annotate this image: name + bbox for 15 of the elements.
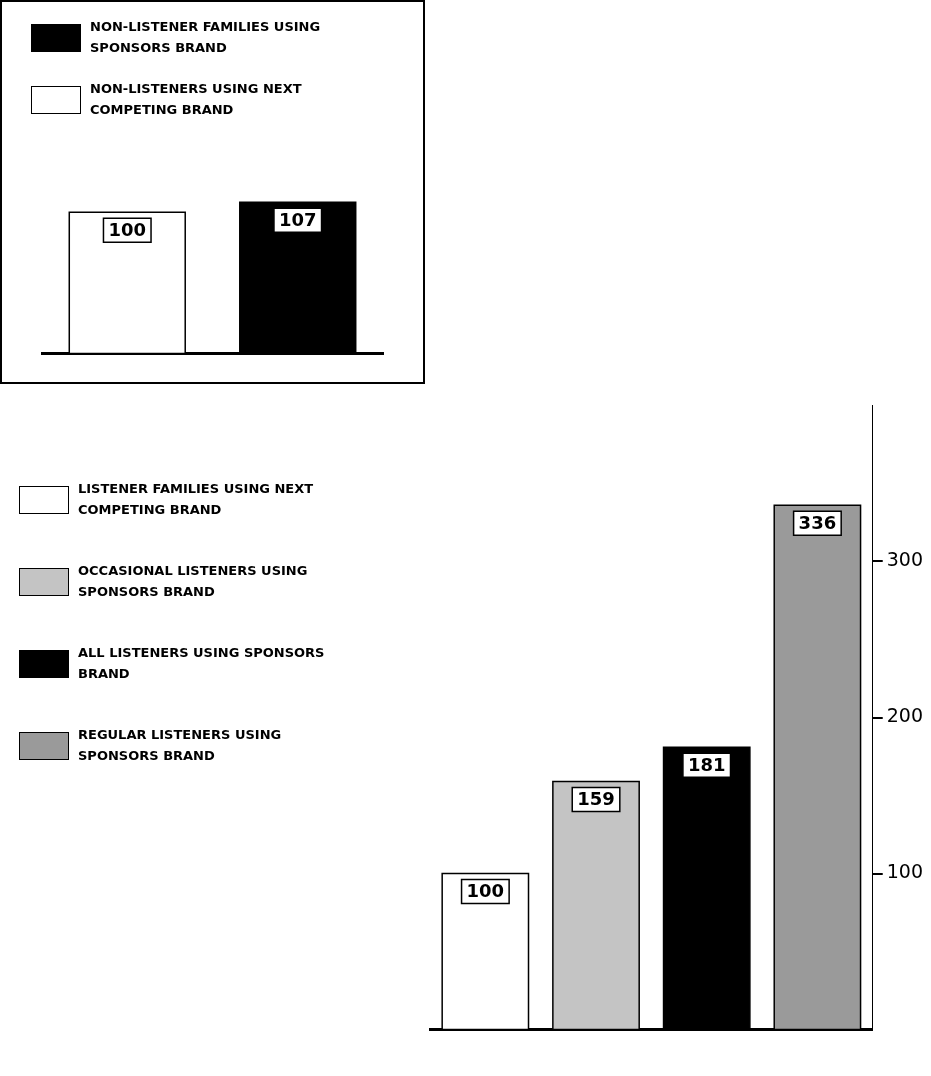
data-label: 107 <box>278 209 317 231</box>
data-label: 181 <box>687 753 726 775</box>
y-tick-label: 200 <box>886 704 923 727</box>
legend-label: OCCASIONAL LISTENERS USING SPONSORS BRAND <box>78 562 308 599</box>
y-tick-label: 100 <box>886 860 923 883</box>
data-label: 100 <box>108 218 147 240</box>
legend-label: NON-LISTENERS USING NEXT COMPETING BRAND <box>90 80 302 117</box>
legend-label: REGULAR LISTENERS USING SPONSORS BRAND <box>78 726 282 763</box>
data-label: 100 <box>466 880 505 902</box>
legend-label: ALL LISTENERS USING SPONSORS BRAND <box>78 644 325 681</box>
data-label: 159 <box>577 788 615 810</box>
legend-label: NON-LISTENER FAMILIES USING SPONSORS BRAND <box>90 18 321 55</box>
legend-label: LISTENER FAMILIES USING NEXT COMPETING BRAND <box>78 480 314 517</box>
data-label: 336 <box>798 511 837 533</box>
y-tick-label: 300 <box>886 548 923 571</box>
